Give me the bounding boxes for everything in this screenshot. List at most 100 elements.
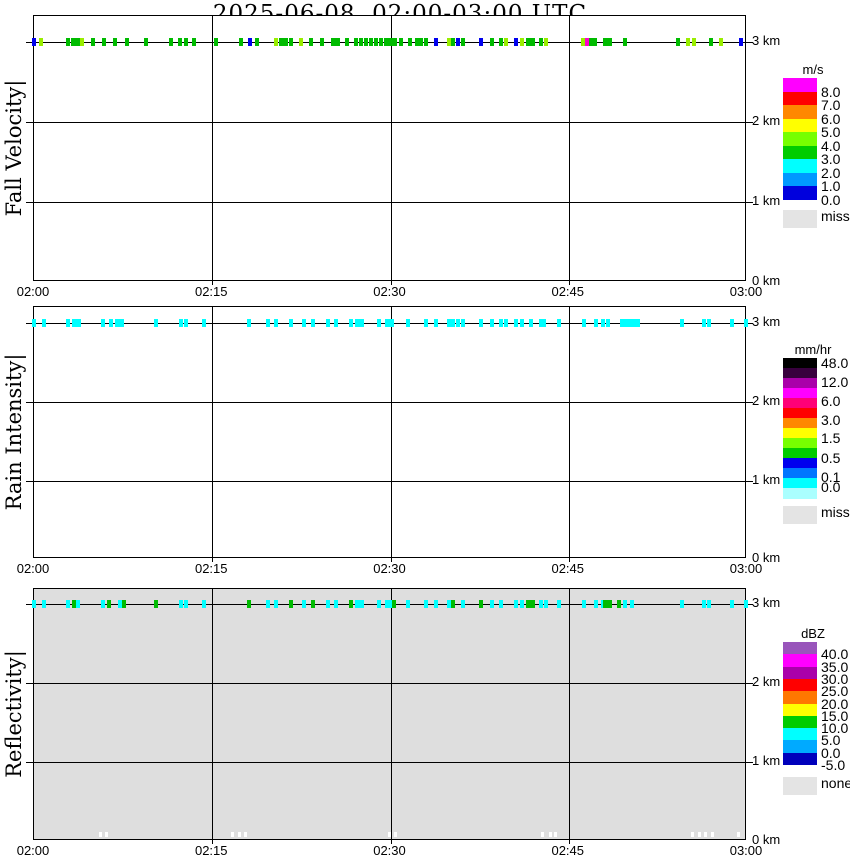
data-mark (406, 600, 410, 608)
legend-value-label: 3.0 (821, 412, 841, 428)
x-tick-label: 02:15 (194, 561, 228, 576)
data-mark (125, 38, 129, 46)
data-mark (520, 319, 524, 327)
data-mark (419, 38, 423, 46)
data-mark (744, 319, 748, 327)
x-tick-label: 02:15 (194, 284, 228, 299)
data-mark (154, 600, 158, 608)
legend-band (783, 642, 817, 655)
data-mark (392, 600, 396, 608)
data-mark (490, 319, 494, 327)
data-mark (355, 600, 364, 608)
legend-band (783, 691, 817, 704)
gridline-vertical (569, 589, 570, 844)
data-mark (520, 600, 524, 608)
data-mark (331, 38, 340, 46)
legend-band (783, 105, 817, 119)
gridline-horizontal (26, 122, 753, 123)
data-mark (385, 600, 394, 608)
legend-band (783, 388, 817, 399)
data-mark (266, 319, 270, 327)
data-mark (66, 319, 70, 327)
data-mark (239, 38, 243, 46)
data-mark (702, 319, 706, 327)
ghost-mark (698, 832, 701, 837)
x-tick-label: 02:45 (551, 843, 585, 858)
data-mark (388, 38, 397, 46)
legend-band (783, 418, 817, 429)
x-tick-label: 02:00 (16, 284, 50, 299)
legend-band (783, 428, 817, 439)
height-label: 3 km (752, 595, 781, 610)
data-mark (461, 319, 465, 327)
data-mark (42, 600, 46, 608)
data-mark (424, 38, 428, 46)
data-mark (184, 38, 188, 46)
data-mark (345, 38, 349, 46)
legend-value-label: 15.0 (821, 707, 849, 724)
legend-band (783, 408, 817, 419)
data-mark (334, 319, 338, 327)
gridline-horizontal (26, 683, 753, 684)
legend-band (783, 654, 817, 668)
data-mark (692, 38, 696, 46)
height-label: 2 km (752, 113, 781, 128)
rain-intensity-axis-label: Rain Intensity| (2, 353, 26, 511)
data-mark (434, 600, 438, 608)
legend-band (783, 118, 817, 133)
data-mark (730, 600, 734, 608)
legend-band (783, 478, 817, 489)
reflectivity-panel (26, 588, 753, 844)
x-tick-label: 03:00 (729, 284, 763, 299)
data-mark (504, 38, 508, 46)
legend-value-label: -5.0 (821, 757, 846, 773)
data-mark (359, 38, 363, 46)
legend-band (783, 715, 817, 729)
fall-velocity-axis-label: Fall Velocity| (2, 79, 26, 217)
data-mark (676, 38, 680, 46)
data-mark (680, 600, 684, 608)
legend-value-label: 48.0 (821, 355, 849, 371)
ghost-mark (554, 832, 557, 837)
data-mark (606, 319, 610, 327)
data-mark (302, 319, 306, 327)
data-mark (456, 319, 460, 327)
data-mark (479, 600, 483, 608)
height-label: 3 km (752, 33, 781, 48)
data-mark (385, 319, 394, 327)
legend-value-label: 3.0 (821, 151, 841, 167)
legend-band (783, 468, 817, 479)
legend-value-label: 0.0 (821, 479, 841, 495)
data-mark (627, 319, 636, 327)
x-tick-label: 02:45 (551, 284, 585, 299)
legend-value-label: 10.0 (821, 720, 849, 737)
data-mark (399, 38, 403, 46)
legend-missing-label: miss (821, 208, 850, 224)
legend-value-label: 40.0 (821, 646, 849, 663)
data-mark (202, 319, 206, 327)
legend-band (783, 91, 817, 106)
data-mark (709, 38, 713, 46)
data-mark (355, 319, 364, 327)
gridline-horizontal (26, 481, 753, 482)
gridline-horizontal (26, 202, 753, 203)
ghost-mark (691, 832, 694, 837)
data-mark (80, 38, 84, 46)
legend-value-label: 4.0 (821, 137, 841, 154)
ghost-mark (549, 832, 552, 837)
legend-value-label: 30.0 (821, 670, 849, 687)
data-mark (617, 600, 621, 608)
data-mark (311, 600, 315, 608)
data-mark (514, 38, 518, 46)
data-mark (461, 600, 465, 608)
data-mark (32, 319, 36, 327)
legend-value-label: 5.0 (821, 124, 841, 140)
data-mark (557, 319, 561, 327)
legend-band (783, 458, 817, 469)
data-mark (526, 38, 535, 46)
gridline-horizontal (26, 762, 753, 763)
ghost-mark (99, 832, 102, 837)
data-mark (461, 38, 465, 46)
legend-value-label: 6.0 (821, 110, 841, 127)
